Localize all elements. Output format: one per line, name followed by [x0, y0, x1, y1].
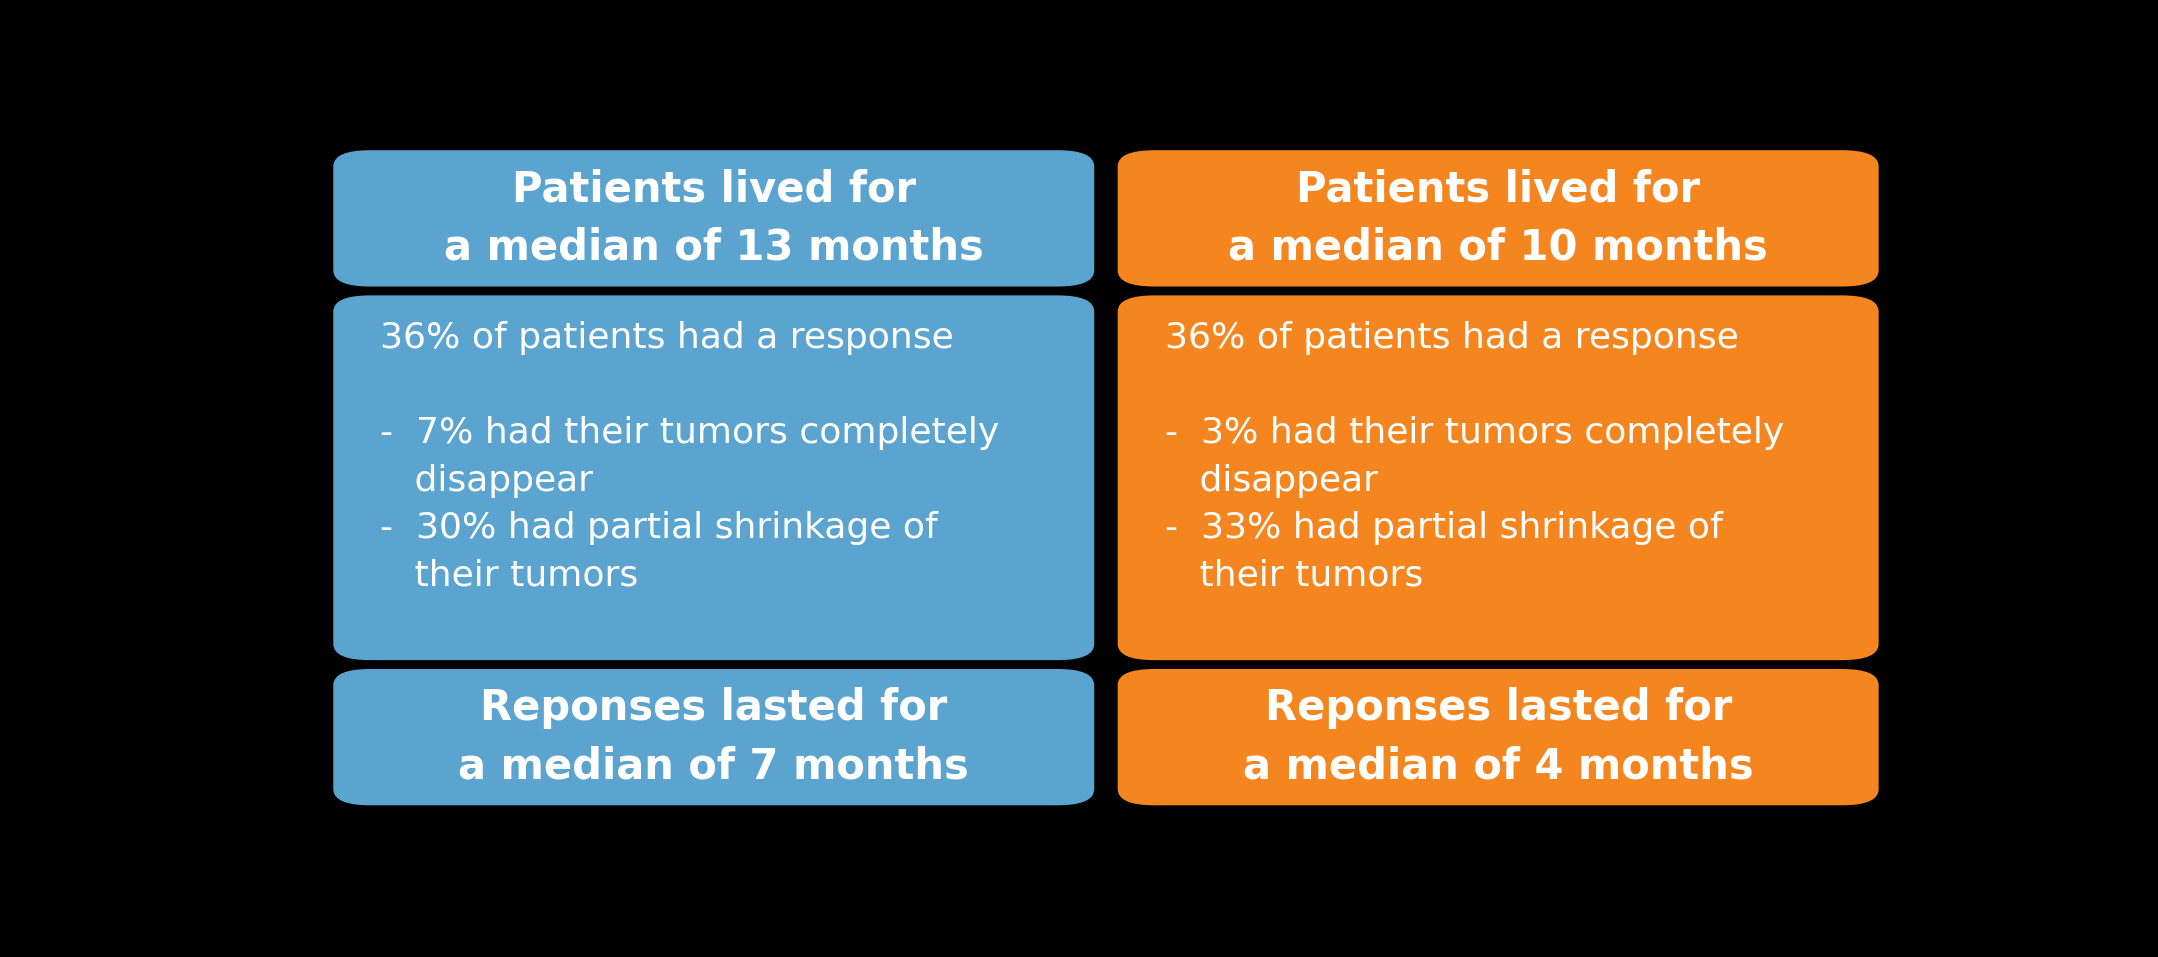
- Text: 36% of patients had a response

-  7% had their tumors completely
   disappear
-: 36% of patients had a response - 7% had …: [380, 322, 999, 592]
- Text: Reponses lasted for
a median of 4 months: Reponses lasted for a median of 4 months: [1243, 687, 1754, 788]
- Text: Reponses lasted for
a median of 7 months: Reponses lasted for a median of 7 months: [457, 687, 969, 788]
- FancyBboxPatch shape: [1118, 150, 1880, 286]
- FancyBboxPatch shape: [1118, 669, 1880, 805]
- FancyBboxPatch shape: [332, 150, 1094, 286]
- Text: Patients lived for
a median of 13 months: Patients lived for a median of 13 months: [445, 168, 984, 269]
- FancyBboxPatch shape: [1118, 296, 1880, 660]
- FancyBboxPatch shape: [332, 669, 1094, 805]
- Text: Patients lived for
a median of 10 months: Patients lived for a median of 10 months: [1228, 168, 1767, 269]
- Text: 36% of patients had a response

-  3% had their tumors completely
   disappear
-: 36% of patients had a response - 3% had …: [1165, 322, 1785, 592]
- FancyBboxPatch shape: [332, 296, 1094, 660]
